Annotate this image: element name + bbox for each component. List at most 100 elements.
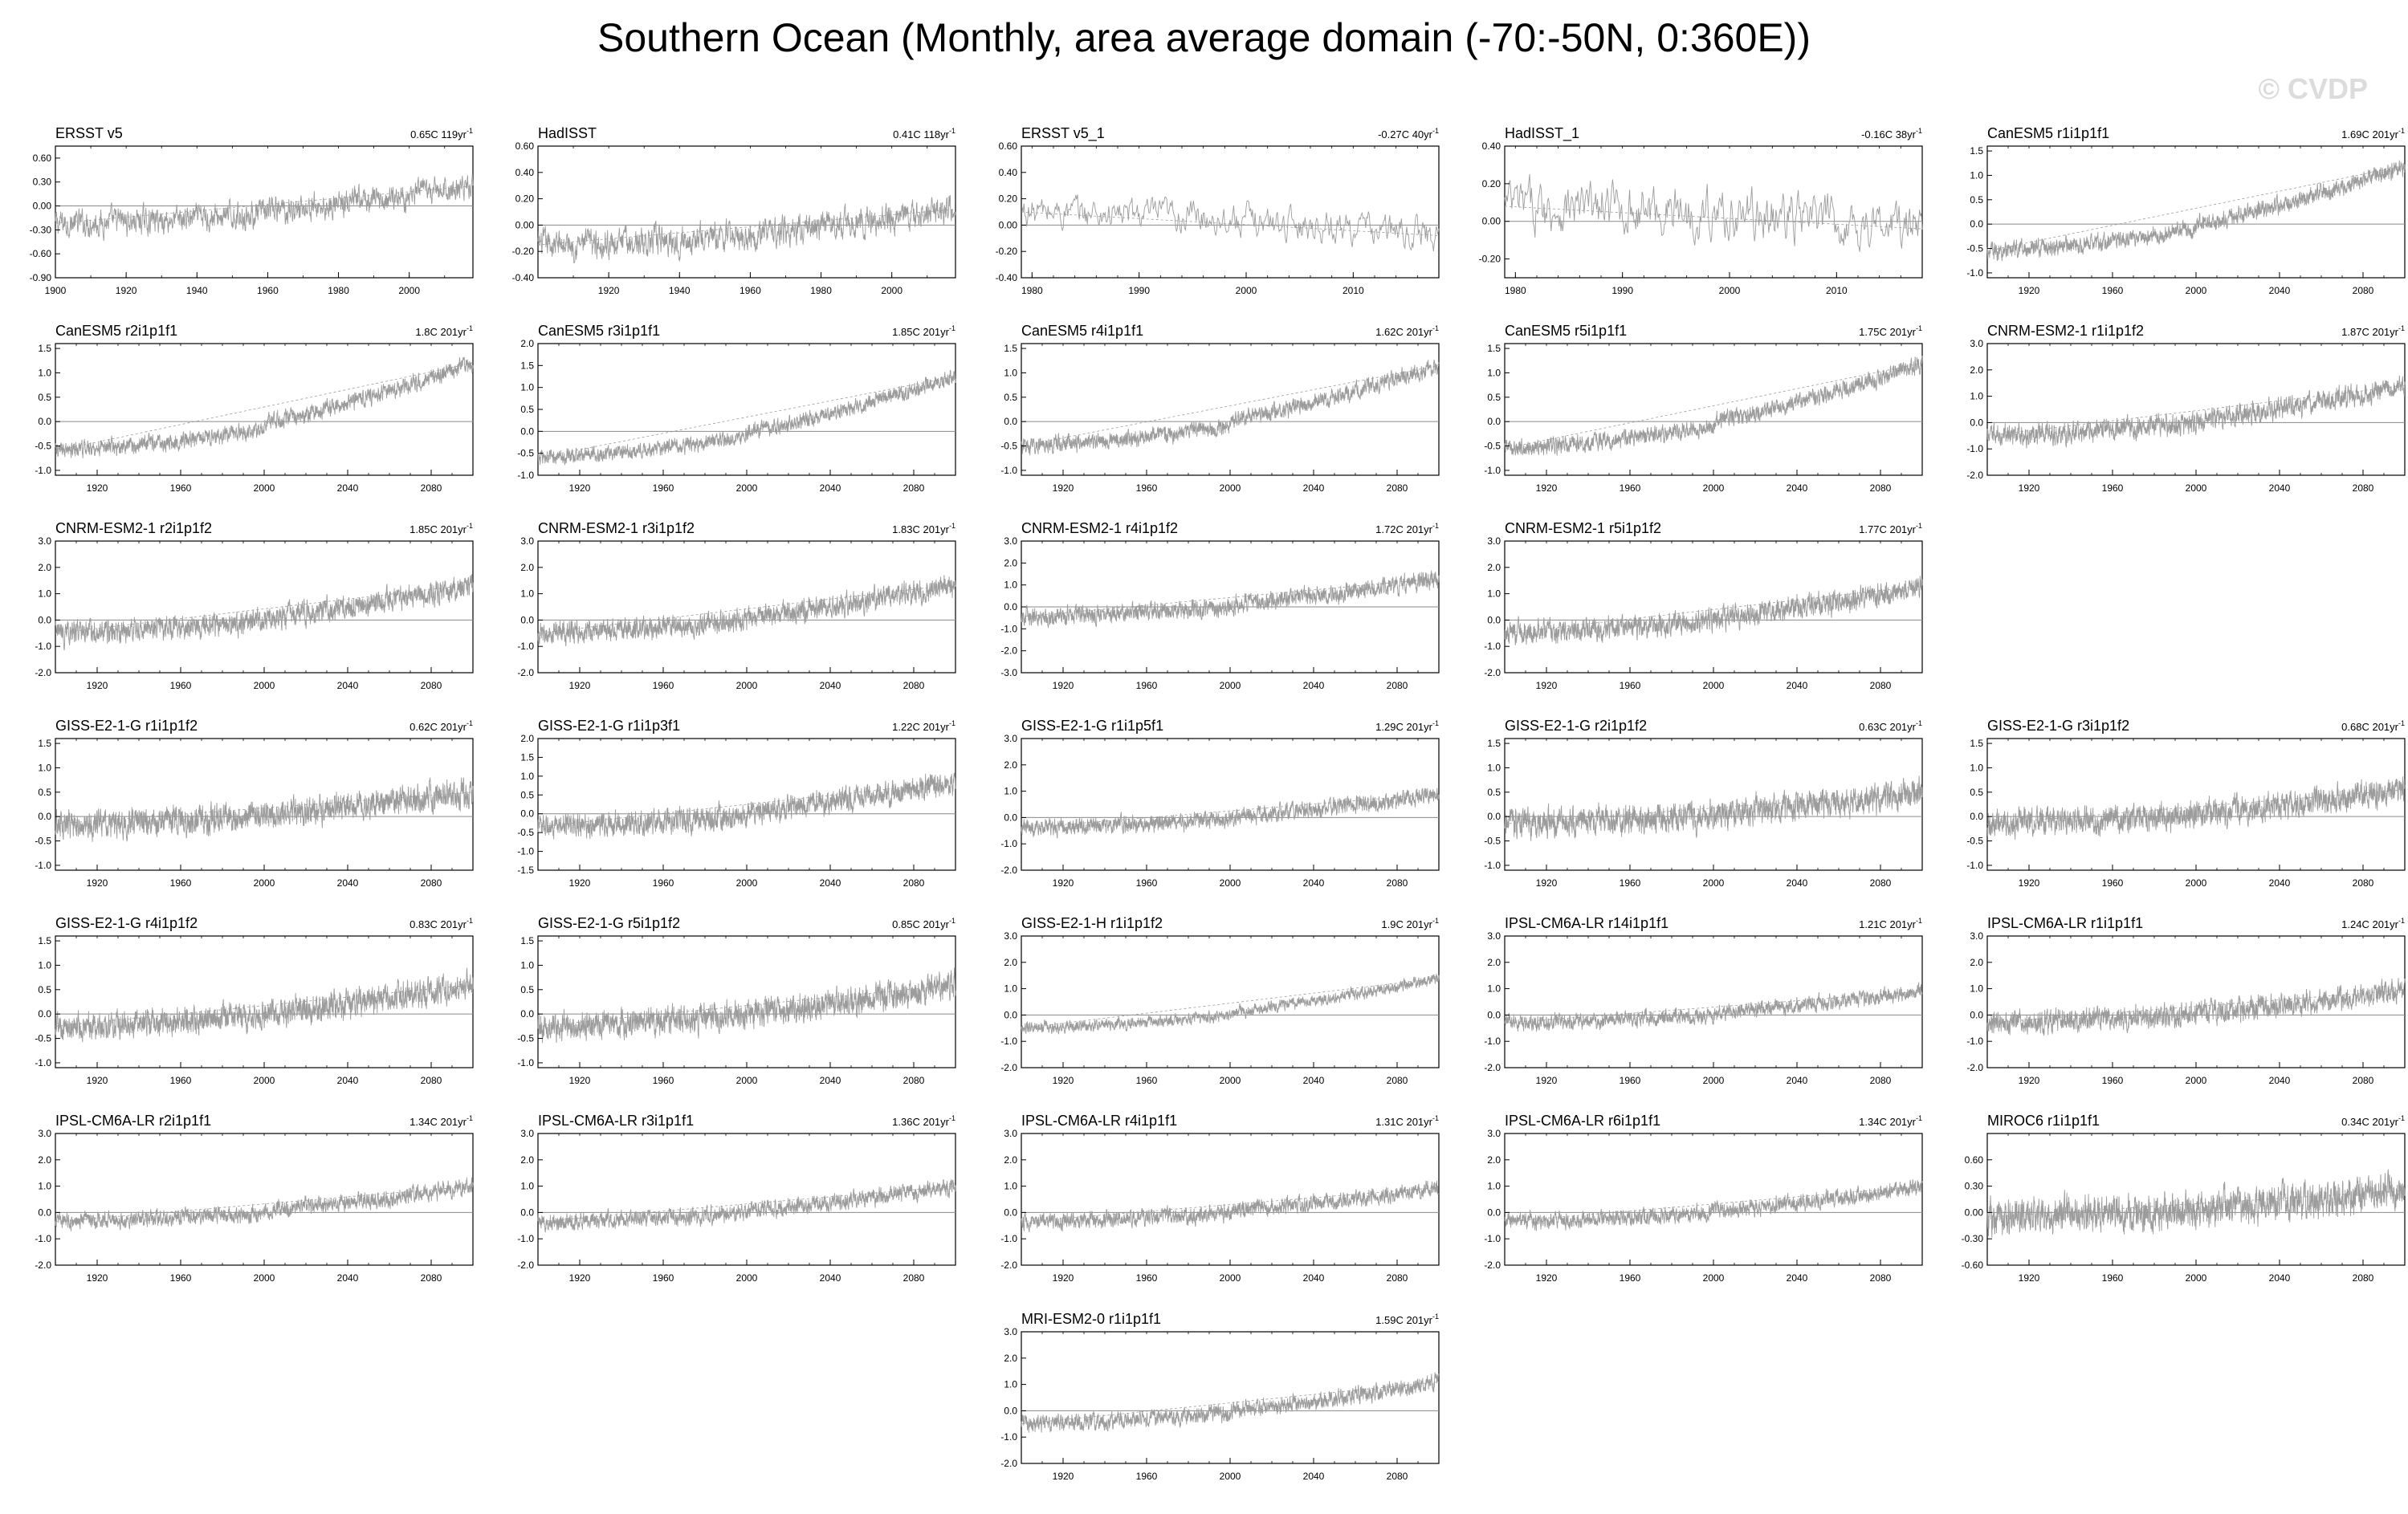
y-tick-label: -2.0 [1484,1260,1501,1271]
plot-frame [1504,935,1923,1068]
x-tick-label: 1960 [1620,482,1641,494]
x-tick-label: 2040 [820,482,841,494]
series-line [1986,978,2406,1036]
trend-exponent: -1 [1916,719,1922,727]
chart-panel: HadISST_1 -0.16C 38yr-1 0.40 0.20 0.00 -0.20 1… [1479,125,1923,296]
trend-line [537,376,956,458]
x-tick-label: 2040 [1787,680,1808,691]
trend-exponent: -1 [1916,917,1922,925]
x-tick-label: 2080 [2353,1075,2374,1086]
panel-title: CNRM-ESM2-1 r5i1p1f2 [1505,520,1661,536]
y-tick-label: 1.5 [520,360,534,371]
x-tick-label: 2040 [2269,1075,2291,1086]
y-tick-label: 1.0 [520,382,534,393]
y-tick-label: 1.5 [38,343,51,354]
plot-frame [1504,145,1923,279]
panel-title: CNRM-ESM2-1 r2i1p1f2 [55,520,212,536]
x-tick-label: 2040 [1303,877,1325,889]
y-tick-label: 0.0 [1970,218,1983,230]
y-tick-label: 0.0 [38,1008,51,1020]
trend-exponent: -1 [467,719,473,727]
y-tick-label: 0.0 [1004,1009,1017,1020]
plot-frame [1986,343,2406,476]
trend-line [1986,1190,2406,1218]
y-tick-label: 3.0 [1970,338,1983,349]
trend-exponent: -1 [1432,1313,1439,1321]
y-tick-label: 0.40 [515,167,535,178]
series-line [55,173,474,242]
y-tick-label: 1.0 [38,1181,51,1192]
panel-trend: 1.34C 201yr-1 [1859,1114,1922,1128]
y-tick-label: 1.0 [1004,367,1017,378]
panel-trend: 1.22C 201yr-1 [892,719,955,733]
x-tick-label: 1920 [1053,1075,1074,1086]
y-tick-label: 3.0 [1004,930,1017,942]
x-tick-label: 1920 [569,482,591,494]
series-line [55,356,474,458]
x-tick-label: 2080 [1387,1272,1408,1284]
trend-exponent: -1 [949,127,955,135]
y-tick-label: 0.40 [1482,140,1501,152]
x-tick-label: 2000 [1220,680,1241,691]
chart-panel: GISS-E2-1-G r5i1p1f2 0.85C 201yr-1 1.5 1.0 0… [517,915,956,1086]
x-tick-label: 1960 [2102,1272,2124,1284]
trend-exponent: -1 [1916,522,1922,530]
x-tick-label: 2040 [337,680,359,691]
series-line [537,369,956,466]
x-tick-label: 2000 [2186,285,2207,296]
x-tick-label: 1980 [328,285,349,296]
y-tick-label: -0.5 [1484,836,1501,847]
trend-line [1504,1186,1923,1223]
x-tick-label: 1920 [2019,1272,2040,1284]
panel-title: HadISST_1 [1505,125,1579,142]
panel-title: GISS-E2-1-G r3i1p1f2 [1987,718,2129,734]
y-tick-label: 1.0 [520,588,534,600]
x-tick-label: 2000 [1703,877,1725,889]
y-tick-label: 2.0 [1487,562,1501,573]
y-tick-label: -1.0 [35,641,51,652]
trend-exponent: -1 [1916,324,1922,332]
y-tick-label: 2.0 [38,562,51,573]
y-tick-label: 0.0 [1004,812,1017,823]
series-line [1021,359,1440,456]
x-tick-label: 2080 [1870,1272,1892,1284]
panel-trend: 1.9C 201yr-1 [1381,917,1439,930]
y-tick-label: 0.0 [38,811,51,822]
y-tick-label: 1.0 [38,959,51,971]
y-tick-label: -0.5 [1484,441,1501,452]
x-tick-label: 1920 [598,285,620,296]
panel-trend: 1.36C 201yr-1 [892,1114,955,1128]
y-tick-label: -1.0 [1966,860,1983,871]
x-tick-label: 1960 [170,1272,192,1284]
x-tick-label: 2000 [2186,1272,2207,1284]
y-tick-label: -1.0 [1000,465,1017,476]
x-tick-label: 2040 [337,1272,359,1284]
trend-exponent: -1 [2398,917,2405,925]
trend-exponent: -1 [2398,324,2405,332]
series-line [1021,788,1440,839]
x-tick-label: 1920 [2019,285,2040,296]
x-tick-label: 1980 [810,285,832,296]
x-tick-label: 1920 [569,1272,591,1284]
y-tick-label: 2.0 [520,1154,534,1166]
x-tick-label: 2040 [820,680,841,691]
y-tick-label: 1.5 [38,738,51,749]
x-tick-label: 2000 [1703,1075,1725,1086]
y-tick-label: -2.0 [35,667,51,678]
trend-exponent: -1 [949,522,955,530]
y-tick-label: -1.0 [517,470,534,481]
y-tick-label: -1.0 [1966,267,1983,279]
chart-panel: CanESM5 r3i1p1f1 1.85C 201yr-1 2.0 1.5 1.0 0.… [517,323,956,494]
y-tick-label: 0.0 [520,1207,534,1218]
series-line [55,574,474,651]
x-tick-label: 1960 [2102,877,2124,889]
trend-line [1021,211,1440,236]
y-tick-label: 1.5 [1004,343,1017,354]
x-tick-label: 1960 [653,1075,674,1086]
y-tick-label: 0.0 [520,425,534,437]
y-tick-label: 3.0 [1004,733,1017,744]
x-tick-label: 2080 [421,877,442,889]
y-tick-label: -2.0 [1000,1260,1017,1271]
y-tick-label: 2.0 [1004,1353,1017,1364]
